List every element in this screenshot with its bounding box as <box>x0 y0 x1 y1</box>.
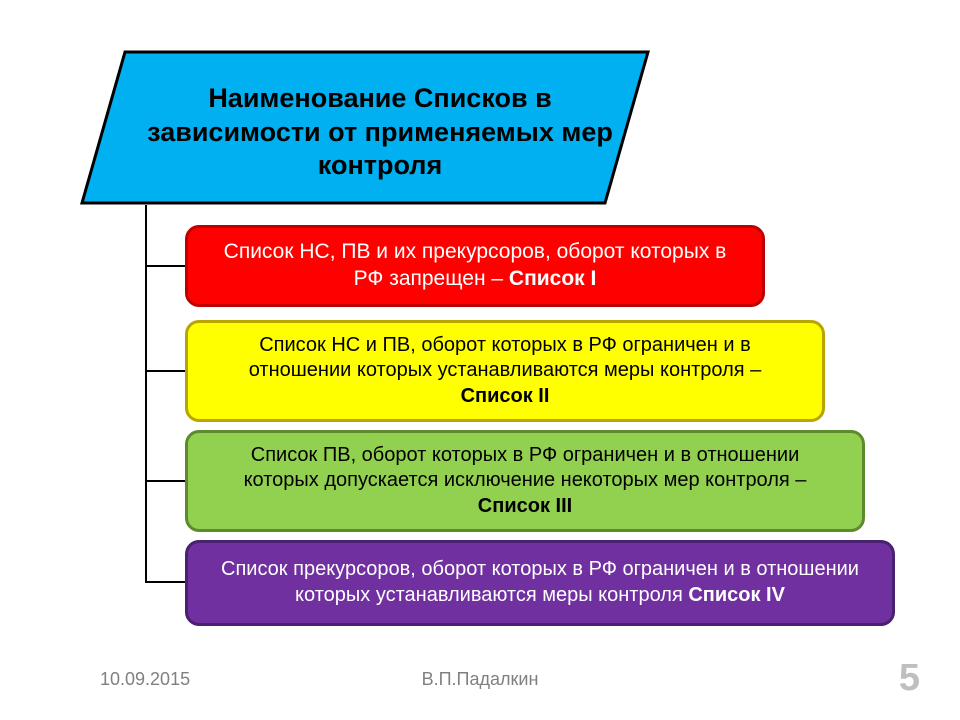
list-item-4-text: Список прекурсоров, оборот которых в РФ … <box>212 557 868 608</box>
list-item-2-bold: Список II <box>461 385 550 407</box>
title-text: Наименование Списков в зависимости от пр… <box>135 72 625 193</box>
list-item-4-bold: Список IV <box>688 584 785 606</box>
list-item-4: Список прекурсоров, оборот которых в РФ … <box>185 540 895 626</box>
list-item-1-bold: Список I <box>509 267 596 290</box>
tree-connector-3 <box>145 480 185 482</box>
tree-connector-2 <box>145 370 185 372</box>
list-item-2-text: Список НС и ПВ, оборот которых в РФ огра… <box>212 333 798 410</box>
footer-page-number: 5 <box>899 657 920 700</box>
footer-author: В.П.Падалкин <box>0 669 960 690</box>
tree-vertical-trunk <box>145 205 147 582</box>
tree-connector-1 <box>145 265 185 267</box>
list-item-3-text: Список ПВ, оборот которых в РФ ограничен… <box>212 443 838 520</box>
list-item-2-body: Список НС и ПВ, оборот которых в РФ огра… <box>249 334 762 382</box>
title-block: Наименование Списков в зависимости от пр… <box>80 50 650 205</box>
list-item-1: Список НС, ПВ и их прекурсоров, оборот к… <box>185 225 765 307</box>
list-item-2: Список НС и ПВ, оборот которых в РФ огра… <box>185 320 825 422</box>
tree-connector-4 <box>145 581 185 583</box>
slide: Наименование Списков в зависимости от пр… <box>0 0 960 720</box>
list-item-1-text: Список НС, ПВ и их прекурсоров, оборот к… <box>212 239 738 293</box>
list-item-1-body: Список НС, ПВ и их прекурсоров, оборот к… <box>224 240 727 290</box>
list-item-3-body: Список ПВ, оборот которых в РФ ограничен… <box>244 444 807 492</box>
list-item-3: Список ПВ, оборот которых в РФ ограничен… <box>185 430 865 532</box>
list-item-3-bold: Список III <box>478 495 572 517</box>
